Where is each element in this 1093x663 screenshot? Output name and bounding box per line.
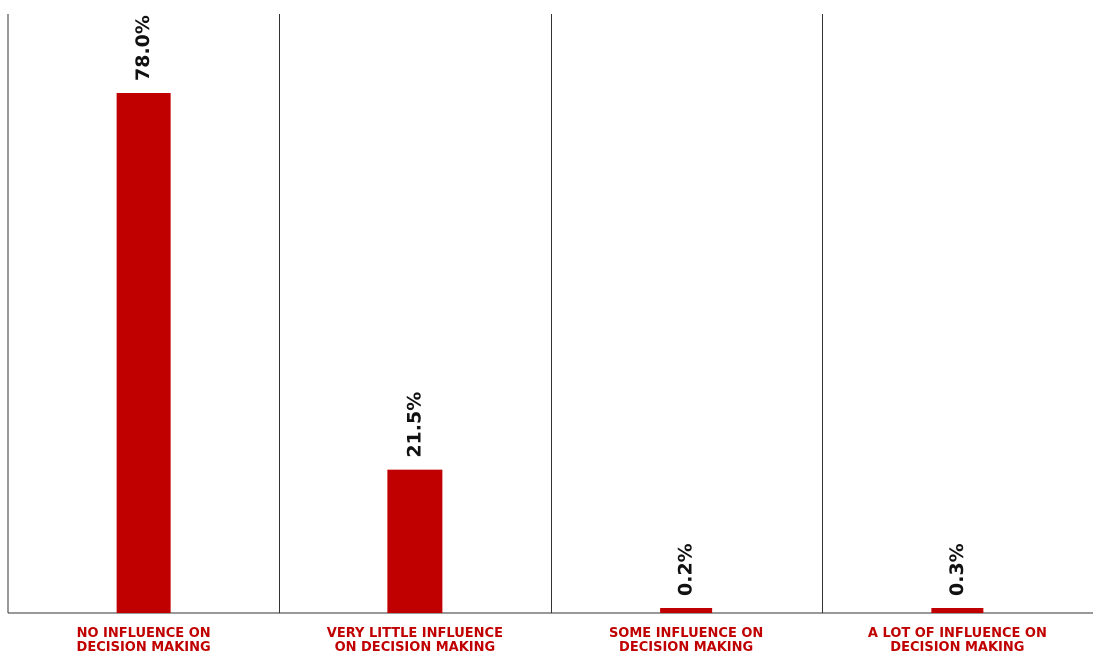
category-label: NO INFLUENCE ON DECISION MAKING <box>29 627 259 655</box>
category-label: A LOT OF INFLUENCE ON DECISION MAKING <box>842 627 1072 655</box>
category-label: VERY LITTLE INFLUENCE ON DECISION MAKING <box>300 627 530 655</box>
bar <box>387 469 443 613</box>
category-label-line: DECISION MAKING <box>76 640 211 655</box>
category-label: SOME INFLUENCE ON DECISION MAKING <box>571 627 801 655</box>
category-label-line: ON DECISION MAKING <box>334 640 496 655</box>
bar <box>931 608 984 613</box>
data-label: 78.0% <box>132 15 154 81</box>
bar <box>116 93 171 613</box>
category-label-line: A LOT OF INFLUENCE ON <box>867 626 1047 641</box>
category-label-line: DECISION MAKING <box>890 640 1025 655</box>
bar <box>660 608 713 613</box>
category-label-line: SOME INFLUENCE ON <box>608 626 764 641</box>
data-label: 0.3% <box>946 543 968 596</box>
category-label-line: NO INFLUENCE ON <box>76 626 211 641</box>
data-label: 21.5% <box>403 392 425 458</box>
category-label-line: DECISION MAKING <box>619 640 754 655</box>
data-label: 0.2% <box>675 543 697 596</box>
category-label-line: VERY LITTLE INFLUENCE <box>326 626 503 641</box>
